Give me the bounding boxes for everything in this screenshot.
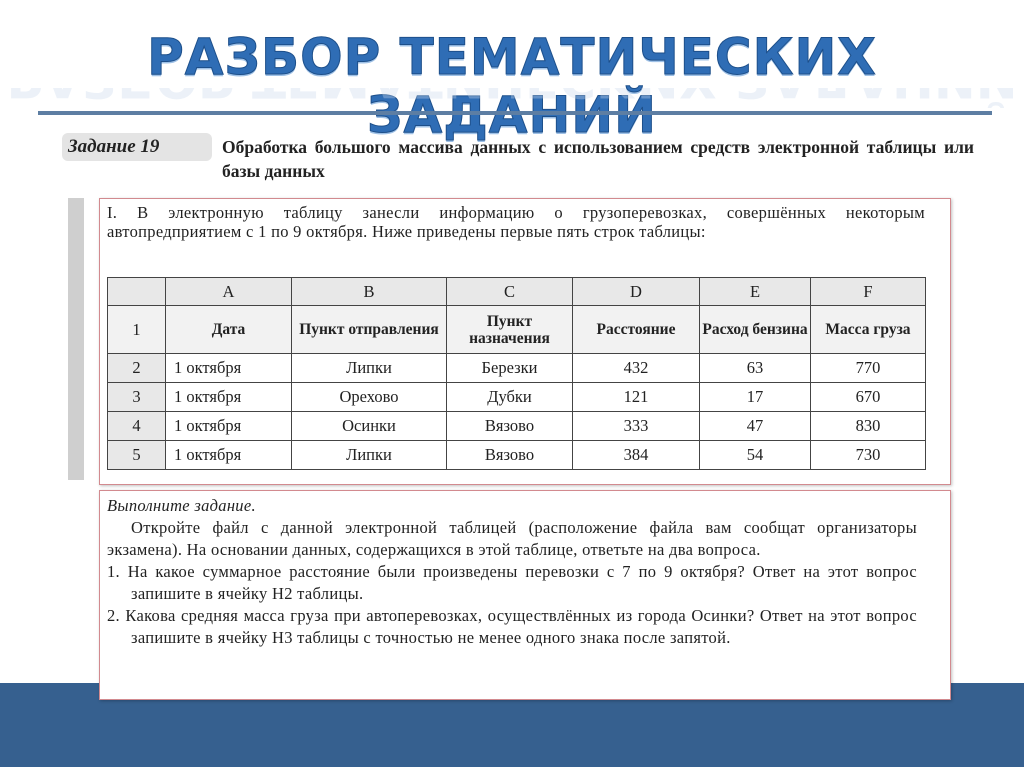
column-letter: D: [572, 277, 700, 306]
question-1: 1. На какое суммарное расстояние были пр…: [107, 562, 917, 603]
table-cell: 384: [572, 440, 700, 470]
table-cell: Дубки: [446, 382, 573, 412]
table-cell: 54: [699, 440, 811, 470]
slide-title: РАЗБОР ТЕМАТИЧЕСКИХ ЗАДАНИЙ: [147, 28, 877, 145]
table-cell: 121: [572, 382, 700, 412]
row-number: 2: [107, 353, 166, 383]
row-number: 5: [107, 440, 166, 470]
task-title: Обработка большого массива данных с испо…: [222, 137, 974, 181]
header-cell: Пункт назначения: [446, 305, 573, 354]
table-cell: 1 октября: [165, 382, 292, 412]
side-marker: [68, 198, 84, 480]
row-number: 1: [107, 305, 166, 354]
table-cell: Осинки: [291, 411, 447, 441]
header-cell: Дата: [165, 305, 292, 354]
table-cell: Липки: [291, 353, 447, 383]
table-cell: 670: [810, 382, 926, 412]
header-cell: Масса груза: [810, 305, 926, 354]
task-badge: Задание 19: [62, 133, 212, 161]
table-cell: 1 октября: [165, 440, 292, 470]
table-cell: 63: [699, 353, 811, 383]
table-cell: 333: [572, 411, 700, 441]
spreadsheet-table: A B C D E F 1 Дата Пункт отправления Пун…: [107, 277, 926, 470]
task-instructions-box: Выполните задание. Откройте файл с данно…: [99, 490, 951, 700]
table-cell: Березки: [446, 353, 573, 383]
table-cell: 1 октября: [165, 411, 292, 441]
instructions-paragraph: Откройте файл с данной электронной табли…: [107, 518, 917, 559]
row-number: 3: [107, 382, 166, 412]
header-cell: Пункт отправления: [291, 305, 447, 354]
table-cell: 432: [572, 353, 700, 383]
table-cell: 1 октября: [165, 353, 292, 383]
table-cell: 830: [810, 411, 926, 441]
table-cell: 770: [810, 353, 926, 383]
intro-text: I. В электронную таблицу занесли информа…: [107, 203, 925, 241]
instructions-heading: Выполните задание.: [107, 496, 256, 515]
title-divider: [38, 111, 992, 115]
table-cell: Орехово: [291, 382, 447, 412]
column-letters-row: A B C D E F: [107, 277, 926, 306]
header-cell: Расстояние: [572, 305, 700, 354]
header-row: 1 Дата Пункт отправления Пункт назначени…: [107, 305, 926, 354]
column-letter: F: [810, 277, 926, 306]
column-letter: C: [446, 277, 573, 306]
row-number: 4: [107, 411, 166, 441]
slide-title-reflection: РАЗБОР ТЕМАТИЧЕСКИХ ЗАДАНИЙ: [0, 88, 1024, 108]
question-2: 2. Какова средняя масса груза при автопе…: [107, 606, 917, 647]
table-cell: Вязово: [446, 440, 573, 470]
column-letter: B: [291, 277, 447, 306]
column-letter: E: [699, 277, 811, 306]
table-cell: 47: [699, 411, 811, 441]
table-cell: 730: [810, 440, 926, 470]
table-cell: Липки: [291, 440, 447, 470]
corner-cell: [107, 277, 166, 306]
table-cell: Вязово: [446, 411, 573, 441]
column-letter: A: [165, 277, 292, 306]
header-cell: Расход бензина: [699, 305, 811, 354]
task-condition-box: I. В электронную таблицу занесли информа…: [99, 198, 951, 485]
table-cell: 17: [699, 382, 811, 412]
